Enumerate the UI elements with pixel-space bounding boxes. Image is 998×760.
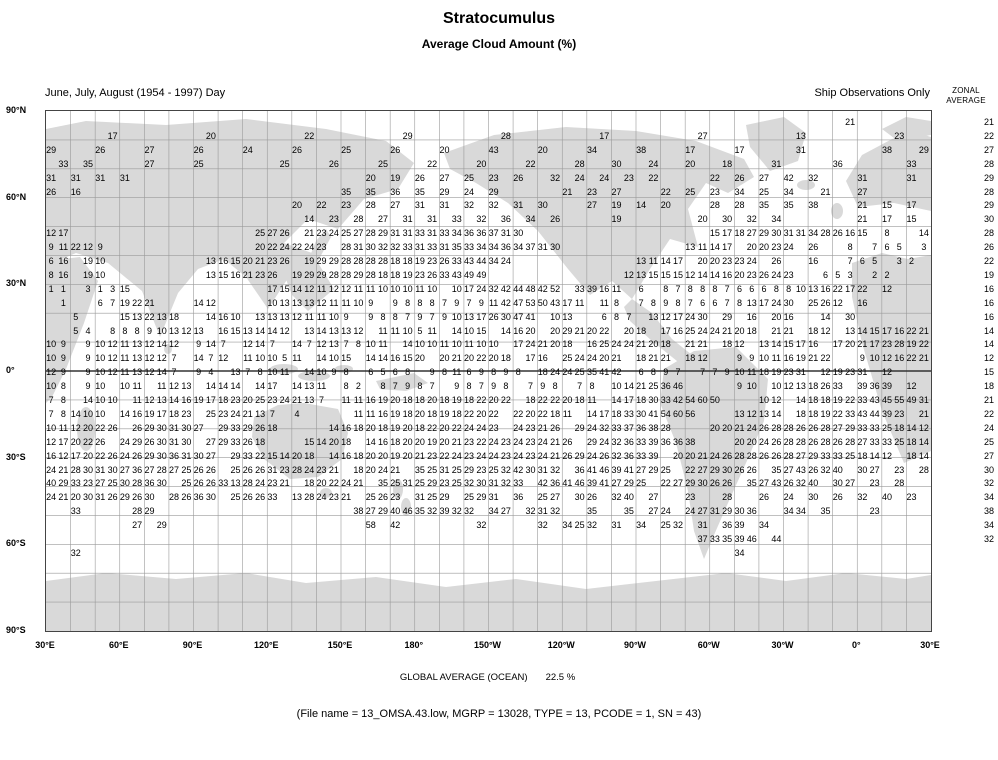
zonal-average-value: 18 [983, 381, 994, 392]
africa-landmass [852, 253, 931, 463]
japan-landmass [308, 229, 331, 267]
british-isles-island [831, 203, 843, 219]
lon-axis-label: 30°E [920, 640, 940, 650]
zonal-average-value: 12 [983, 353, 994, 364]
central-america-landmass [624, 299, 692, 365]
zonal-average-value: 14 [983, 325, 994, 336]
map-graphic [46, 111, 931, 631]
lon-axis-label: 120°E [253, 640, 279, 650]
zonal-average-value: 21 [983, 395, 994, 405]
lon-axis-label: 0° [851, 640, 861, 650]
zonal-average-value: 28 [983, 228, 994, 239]
zonal-average-value: 16 [983, 311, 994, 322]
zonal-average-value: 27 [983, 144, 994, 155]
lat-axis-label: 60°S [6, 538, 26, 549]
lon-axis-label: 60°W [697, 640, 720, 650]
zonal-header-line2: AVERAGE [946, 96, 986, 105]
zonal-average-header: ZONAL AVERAGE [936, 86, 996, 106]
iceland-island [797, 180, 815, 190]
zonal-header-line1: ZONAL [952, 86, 980, 95]
tasmania-island [320, 488, 332, 498]
zonal-average-value: 28 [983, 158, 994, 169]
zonal-average-value: 26 [983, 242, 994, 253]
lon-axis-label: 180° [404, 640, 424, 650]
australia-landmass [252, 403, 348, 479]
zonal-average-value: 28 [983, 186, 994, 197]
north-america-landmass [444, 127, 754, 299]
indonesia-island [270, 364, 298, 374]
lon-axis-label: 90°E [182, 640, 203, 650]
zonal-average-value: 29 [983, 172, 994, 183]
zonal-average-value: 15 [983, 367, 994, 378]
global-average-value: 22.5 % [545, 672, 576, 683]
zonal-average-value: 22 [983, 256, 994, 266]
lat-axis-label: 90°S [6, 625, 26, 635]
zonal-average-value: 16 [983, 297, 994, 308]
zonal-average-value: 29 [983, 200, 994, 211]
sri-lanka-island [164, 344, 172, 354]
page-subtitle: Average Cloud Amount (%) [421, 37, 577, 51]
observations-source-label: Ship Observations Only [814, 87, 930, 99]
zonal-average-value: 32 [983, 534, 994, 544]
file-info-line: (File name = 13_OMSA.43.low, MGRP = 1302… [296, 708, 702, 720]
zonal-average-value: 21 [983, 117, 994, 127]
southeast-asia-landmass [282, 243, 334, 311]
lat-axis-label: 90°N [6, 105, 27, 115]
zonal-average-value: 34 [983, 492, 994, 503]
zonal-average-value: 25 [983, 436, 994, 447]
zonal-average-value: 19 [983, 269, 994, 280]
lat-axis-label: 30°S [6, 451, 26, 462]
zonal-average-value: 22 [983, 130, 994, 141]
new-guinea-landmass [376, 373, 428, 391]
lat-axis-label: 60°N [6, 191, 27, 202]
indonesia-island [335, 365, 353, 373]
season-label: June, July, August (1954 - 1997) Day [45, 87, 226, 99]
lon-axis-label: 120°W [547, 640, 575, 650]
graticule-layer [46, 111, 931, 631]
new-zealand-island [401, 498, 411, 516]
asia-landmass [46, 119, 414, 337]
zonal-average-value: 27 [983, 450, 994, 461]
lon-axis-label: 150°W [473, 640, 502, 650]
indonesia-island [298, 371, 330, 381]
zonal-average-value: 32 [983, 478, 994, 489]
europe-landmass [846, 133, 931, 211]
zonal-average-value: 30 [983, 464, 994, 475]
zonal-average-value: 38 [983, 506, 994, 517]
page-title: Stratocumulus [442, 10, 555, 27]
lon-axis-label: 60°E [108, 640, 129, 650]
greenland-landmass [746, 117, 806, 171]
zonal-average-value: 14 [983, 339, 994, 350]
global-average-label: GLOBAL AVERAGE (OCEAN) [399, 672, 528, 683]
east-africa-landmass [46, 257, 98, 403]
lon-axis-label: 90°W [623, 640, 647, 650]
lon-axis-label: 150°E [327, 640, 353, 650]
new-zealand-island [393, 479, 403, 499]
zonal-average-value: 30 [983, 214, 994, 225]
global-average-line: GLOBAL AVERAGE (OCEAN) 22.5 % [45, 672, 930, 683]
lon-axis-label: 30°W [771, 640, 794, 650]
lat-axis-label: 0° [6, 365, 15, 375]
zonal-average-value: 22 [983, 408, 994, 419]
south-america-landmass [660, 347, 768, 559]
zonal-average-value: 24 [983, 422, 994, 433]
world-map [45, 110, 932, 632]
zonal-average-value: 16 [983, 283, 994, 294]
lat-axis-label: 30°N [6, 278, 27, 289]
zonal-average-value: 34 [983, 520, 994, 531]
lon-axis-label: 30°E [35, 640, 55, 650]
